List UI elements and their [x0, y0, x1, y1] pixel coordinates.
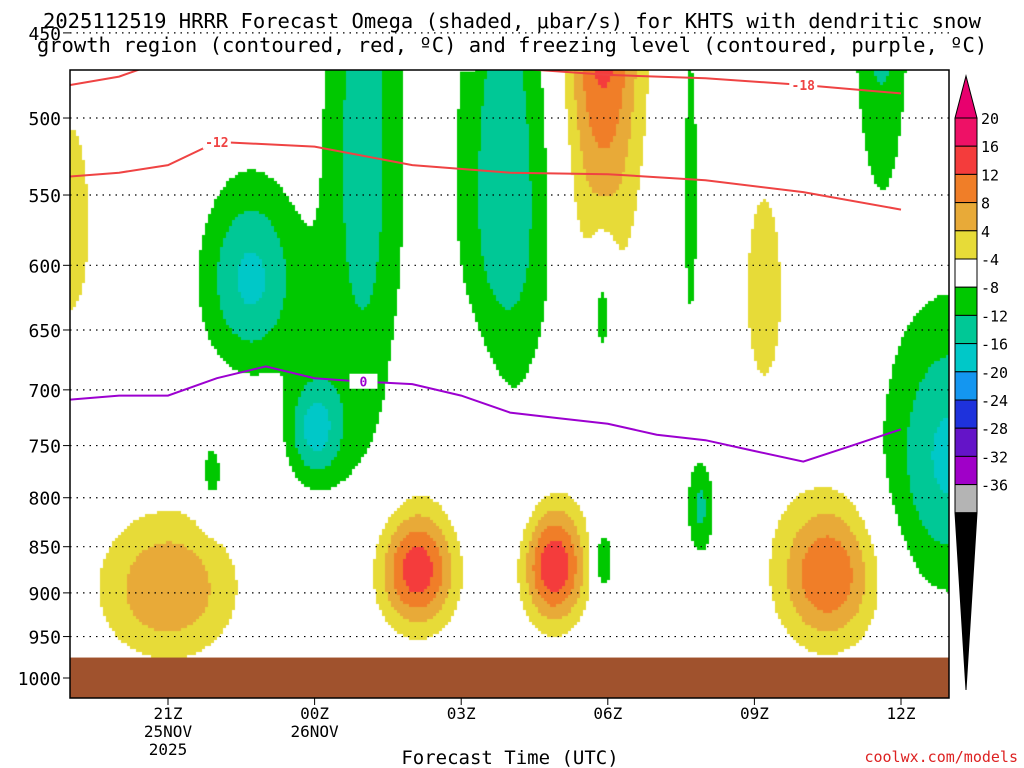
colorbar-label-1: 16	[981, 138, 999, 156]
contour-dgz-minus18	[70, 70, 902, 95]
x-date-label-21Z: 25NOV	[144, 722, 193, 741]
x-tick-label-06Z: 06Z	[593, 704, 622, 723]
pressure-axis: 2503003504004505005506006507007508008509…	[18, 24, 70, 690]
chart-title-line1: 2025112519 HRRR Forecast Omega (shaded, …	[43, 9, 982, 33]
y-tick-label-700: 700	[28, 381, 61, 402]
colorbar-label-13: -36	[981, 477, 1008, 495]
y-tick-label-450: 450	[28, 24, 61, 45]
contour-label-bg-dgz-minus12-0	[202, 133, 231, 149]
y-tick-label-900: 900	[28, 584, 61, 605]
colorbar-bin-9	[954, 371, 978, 401]
contours: -18 -18 -12 0	[70, 59, 902, 463]
colorbar-label-2: 12	[981, 166, 999, 184]
y-tick-label-600: 600	[28, 256, 61, 277]
y-tick-label-750: 750	[28, 437, 61, 458]
colorbar-label-5: -4	[981, 251, 999, 269]
colorbar-label-6: -8	[981, 279, 999, 297]
y-tick-label-550: 550	[28, 186, 61, 207]
colorbar-label-0: 20	[981, 110, 999, 128]
colorbar-label-10: -24	[981, 392, 1008, 410]
y-tick-label-1000: 1000	[18, 669, 61, 690]
colorbar-label-11: -28	[981, 420, 1008, 438]
x-tick-label-03Z: 03Z	[447, 704, 476, 723]
colorbar-bin-8	[954, 343, 978, 373]
colorbar-bin-11	[954, 427, 978, 457]
colorbar-label-12: -32	[981, 448, 1008, 466]
ground-below-surface	[70, 657, 949, 698]
x-year-label-21Z: 2025	[149, 740, 188, 759]
x-tick-label-00Z: 00Z	[300, 704, 329, 723]
colorbar-bin-5	[954, 258, 978, 288]
x-tick-label-09Z: 09Z	[740, 704, 769, 723]
colorbar-bin-3	[954, 202, 978, 232]
colorbar-top-arrow	[954, 74, 978, 119]
contour-label-bg-dgz-minus18-0	[447, 70, 476, 72]
colorbar-label-4: 4	[981, 223, 990, 241]
chart-title-line2: growth region (contoured, red, ºC) and f…	[37, 33, 987, 57]
omega-shading	[70, 70, 949, 698]
colorbar-bin-2	[954, 173, 978, 204]
colorbar-bin-0	[954, 117, 978, 147]
colorbar-label-9: -20	[981, 364, 1008, 382]
y-tick-label-850: 850	[28, 538, 61, 559]
contour-label-bg-freezing-level-0-0	[349, 373, 378, 389]
colorbar-bin-10	[954, 399, 978, 429]
contour-label-dgz-minus18-0: -18	[449, 59, 473, 74]
contour-label-dgz-minus12-0: -12	[205, 136, 228, 151]
colorbar-label-8: -16	[981, 336, 1008, 354]
x-axis-label: Forecast Time (UTC)	[401, 747, 618, 768]
contour-freezing-level-0	[70, 365, 902, 463]
colorbar-bin-1	[954, 145, 978, 175]
colorbar-bin-6	[954, 286, 978, 316]
y-tick-label-650: 650	[28, 321, 61, 342]
contour-dgz-minus12	[70, 140, 902, 211]
y-tick-label-800: 800	[28, 489, 61, 510]
colorbar-label-3: 8	[981, 195, 990, 213]
colorbar-bin-13	[954, 484, 978, 514]
omega-colorbar: 20 16 12 8 4 -4 -8 -12 -16 -20 -24 -28 -32 -36	[954, 74, 1008, 691]
y-tick-label-500: 500	[28, 109, 61, 130]
y-tick-label-950: 950	[28, 628, 61, 649]
colorbar-label-7: -12	[981, 307, 1008, 325]
x-date-label-00Z: 26NOV	[291, 722, 340, 741]
colorbar-bin-4	[954, 230, 978, 260]
colorbar-bin-7	[954, 314, 978, 345]
x-tick-label-12Z: 12Z	[887, 704, 916, 723]
contour-label-bg-dgz-minus18-1	[789, 77, 818, 93]
colorbar-bin-12	[954, 455, 978, 486]
contour-label-freezing-level-0-0: 0	[360, 376, 368, 391]
plot-frame	[69, 69, 950, 699]
colorbar-bottom-arrow	[954, 512, 978, 691]
watermark: coolwx.com/models	[864, 748, 1018, 766]
x-tick-label-21Z: 21Z	[154, 704, 183, 723]
contour-label-dgz-minus18-1: -18	[792, 79, 816, 94]
